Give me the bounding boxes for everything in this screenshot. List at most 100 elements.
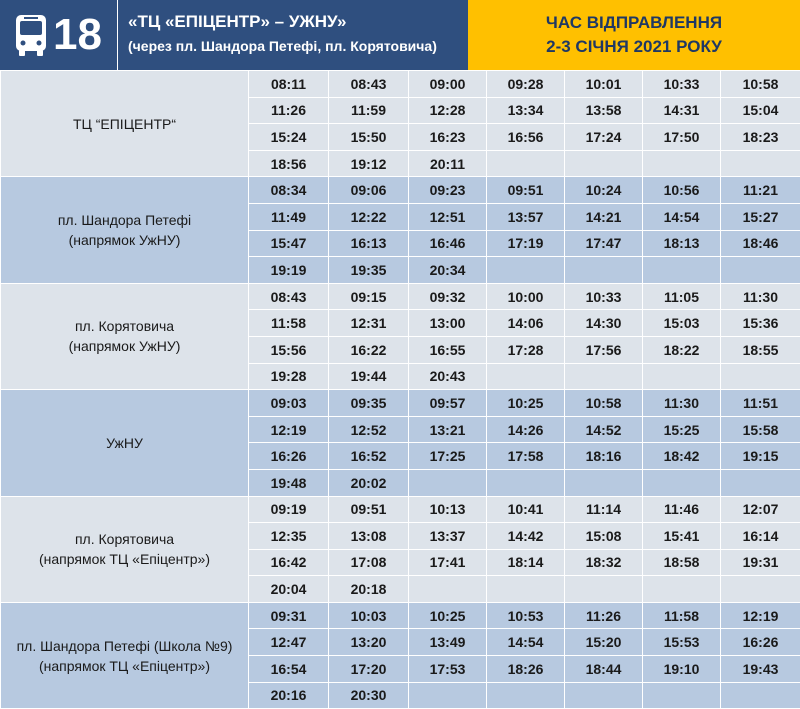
departure-time: 19:10 [643,656,721,683]
departure-time: 18:14 [487,549,565,576]
departure-time: 14:06 [487,310,565,337]
departure-time: 17:56 [565,336,643,363]
departure-time: 17:47 [565,230,643,257]
departure-time: 13:08 [329,523,409,550]
departure-time: 14:54 [643,203,721,230]
departure-time [565,469,643,496]
departure-time: 18:16 [565,443,643,470]
departure-time: 15:04 [721,97,800,124]
departure-time: 11:49 [249,203,329,230]
departure-time: 14:21 [565,203,643,230]
departure-time [409,682,487,709]
departure-time [643,682,721,709]
departure-time: 20:43 [409,363,487,390]
departure-time: 16:26 [249,443,329,470]
departure-time: 16:54 [249,656,329,683]
departure-time: 10:56 [643,177,721,204]
departure-time: 19:35 [329,257,409,284]
departure-time: 12:35 [249,523,329,550]
departure-time [565,682,643,709]
departure-time: 08:34 [249,177,329,204]
departure-time: 09:57 [409,390,487,417]
departure-time: 09:15 [329,283,409,310]
departure-time: 09:35 [329,390,409,417]
departure-time: 10:25 [487,390,565,417]
stop-name: ТЦ “ЕПІЦЕНТР“ [1,71,249,177]
departure-time: 13:20 [329,629,409,656]
departure-time: 10:01 [565,71,643,98]
departure-time: 13:49 [409,629,487,656]
departure-time: 15:08 [565,523,643,550]
departure-time: 08:11 [249,71,329,98]
departure-time [565,363,643,390]
departure-time: 09:23 [409,177,487,204]
departure-time: 12:28 [409,97,487,124]
departure-time [721,257,800,284]
departure-time: 10:58 [721,71,800,98]
stop-name-line: ТЦ “ЕПІЦЕНТР“ [1,114,248,134]
departure-time: 18:55 [721,336,800,363]
departure-time: 09:51 [329,496,409,523]
header: 18 «ТЦ «ЕПІЦЕНТР» – УЖНУ» (через пл. Шан… [0,0,800,70]
departure-time: 15:27 [721,203,800,230]
departure-time: 19:15 [721,443,800,470]
departure-time [409,576,487,603]
departure-time: 18:13 [643,230,721,257]
departure-time: 20:34 [409,257,487,284]
departure-time: 13:57 [487,203,565,230]
departure-time: 10:33 [643,71,721,98]
departure-time: 16:52 [329,443,409,470]
departure-time: 13:00 [409,310,487,337]
route-title: «ТЦ «ЕПІЦЕНТР» – УЖНУ» [128,12,346,32]
departure-time: 15:53 [643,629,721,656]
departure-time: 10:03 [329,602,409,629]
departure-time: 18:44 [565,656,643,683]
stop-name-line: пл. Корятовича [1,529,248,549]
departure-time: 16:22 [329,336,409,363]
stop-name: пл. Корятовича(напрямок ТЦ «Епіцентр») [1,496,249,602]
departure-time: 10:25 [409,602,487,629]
departure-time: 20:16 [249,682,329,709]
departure-time: 12:22 [329,203,409,230]
departure-time: 13:21 [409,416,487,443]
departure-time [409,469,487,496]
departure-time: 19:19 [249,257,329,284]
departure-time: 11:14 [565,496,643,523]
departure-time: 11:30 [643,390,721,417]
stop-name-line: УжНУ [1,433,248,453]
departure-time: 14:30 [565,310,643,337]
departure-time: 09:19 [249,496,329,523]
departure-time [487,150,565,177]
departure-time: 17:24 [565,124,643,151]
departure-time: 17:25 [409,443,487,470]
stop-name-line: (напрямок УжНУ) [1,230,248,250]
departure-time: 09:28 [487,71,565,98]
departure-time [721,363,800,390]
departure-time: 15:47 [249,230,329,257]
departure-time: 12:51 [409,203,487,230]
stop-name-line: (напрямок ТЦ «Епіцентр») [1,656,248,676]
departure-time: 10:53 [487,602,565,629]
departure-time: 20:30 [329,682,409,709]
departure-time [643,150,721,177]
departure-time [487,682,565,709]
stop-name-line: пл. Шандора Петефі (Школа №9) [1,636,248,656]
departure-time: 19:44 [329,363,409,390]
departure-time: 17:28 [487,336,565,363]
departure-time: 18:42 [643,443,721,470]
departure-time [565,150,643,177]
departure-time: 11:58 [249,310,329,337]
departure-time: 09:31 [249,602,329,629]
stop-name: пл. Шандора Петефі(напрямок УжНУ) [1,177,249,283]
departure-dates: 2-3 СІЧНЯ 2021 РОКУ [468,37,800,57]
departure-time: 17:20 [329,656,409,683]
departure-time: 19:28 [249,363,329,390]
stop-name-line: (напрямок ТЦ «Епіцентр») [1,549,248,569]
departure-time [721,150,800,177]
route-title-box: «ТЦ «ЕПІЦЕНТР» – УЖНУ» (через пл. Шандор… [117,0,468,70]
departure-time: 10:24 [565,177,643,204]
